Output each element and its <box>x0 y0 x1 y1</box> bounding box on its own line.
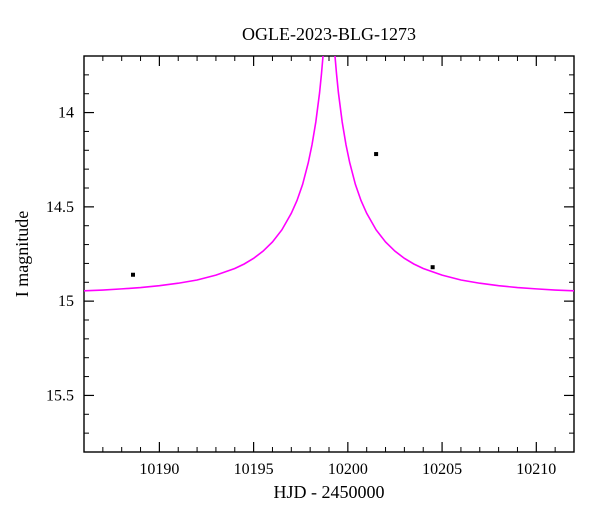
chart-svg: 10190 10195 10200 10205 10210 14 14.5 15 15.5 OGL… <box>0 0 600 512</box>
x-axis-label: HJD - 2450000 <box>274 482 385 502</box>
plot-frame <box>84 56 574 452</box>
y-axis-label: I magnitude <box>12 211 32 297</box>
x-tick-label: 10210 <box>516 461 556 478</box>
y-tick-label: 15 <box>58 293 74 310</box>
lightcurve-chart: 10190 10195 10200 10205 10210 14 14.5 15 15.5 OGL… <box>0 0 600 512</box>
model-curve <box>84 52 574 291</box>
chart-title: OGLE-2023-BLG-1273 <box>242 24 416 44</box>
data-point <box>131 273 135 277</box>
data-point <box>374 152 378 156</box>
y-tick-label: 14.5 <box>46 199 74 216</box>
x-tick-label: 10190 <box>139 461 179 478</box>
y-tick-label: 14 <box>58 105 74 122</box>
x-tick-label: 10205 <box>422 461 462 478</box>
x-tick-label: 10195 <box>234 461 274 478</box>
data-point <box>431 265 435 269</box>
y-tick-label: 15.5 <box>46 387 74 404</box>
x-tick-label: 10200 <box>328 461 368 478</box>
